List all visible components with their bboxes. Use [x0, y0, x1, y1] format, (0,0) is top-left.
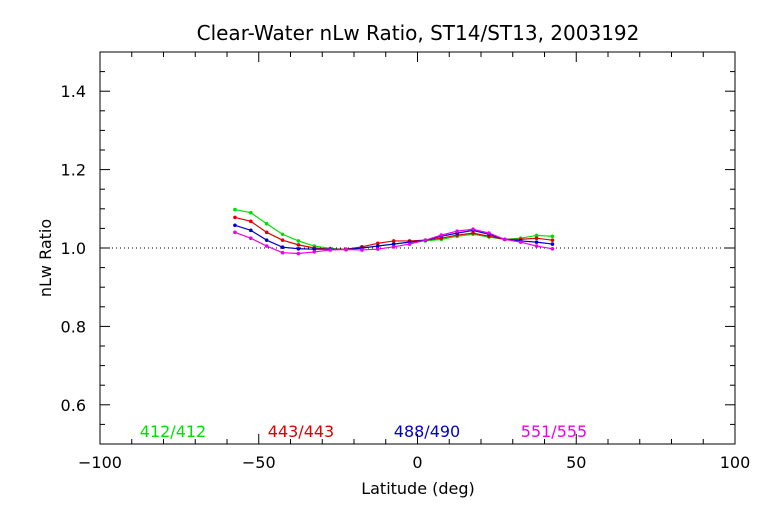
data-point — [391, 239, 396, 243]
data-point — [376, 241, 380, 246]
legend-entry: 551/555 — [521, 422, 587, 441]
y-tick-label: 0.6 — [61, 396, 86, 415]
y-tick-label: 0.8 — [61, 317, 86, 336]
data-point — [312, 250, 317, 254]
data-point — [391, 242, 396, 246]
data-point — [264, 244, 269, 248]
data-point — [296, 246, 301, 251]
data-point — [391, 245, 396, 249]
series-551-555 — [233, 227, 555, 256]
data-point — [233, 223, 237, 228]
x-axis-label: Latitude (deg) — [361, 479, 475, 498]
data-point — [376, 244, 380, 248]
x-tick-label: −100 — [78, 453, 122, 472]
data-point — [264, 238, 269, 242]
data-point — [264, 230, 269, 235]
x-tick-label: −50 — [242, 453, 276, 472]
data-point — [534, 236, 539, 240]
data-point — [360, 248, 364, 252]
y-tick-label: 1.0 — [61, 239, 86, 258]
data-point — [550, 238, 555, 242]
data-point — [534, 244, 539, 248]
axis-ticks: −100 −50 0 50 100 0.6 0.8 1.0 1.2 1.4 — [61, 51, 751, 472]
data-point — [439, 233, 444, 237]
data-point — [296, 251, 301, 256]
plot-frame — [99, 51, 736, 445]
x-tick-label: 100 — [720, 453, 751, 472]
data-point — [280, 245, 285, 250]
data-point — [233, 207, 237, 212]
legend-entry: 412/412 — [140, 422, 206, 441]
data-point — [296, 243, 301, 247]
legend-entry: 443/443 — [268, 422, 334, 441]
legend: 412/412 443/443 488/490 551/555 — [140, 422, 587, 441]
legend-entry: 488/490 — [394, 422, 460, 441]
data-point — [280, 238, 285, 242]
data-point — [249, 219, 253, 224]
data-point — [280, 232, 285, 237]
plot-border — [99, 51, 736, 445]
series-layer — [233, 207, 555, 256]
data-point — [312, 247, 317, 251]
data-point — [233, 215, 237, 220]
data-point — [264, 221, 269, 226]
data-point — [534, 233, 539, 238]
data-point — [407, 242, 412, 246]
data-point — [249, 236, 253, 240]
data-point — [550, 242, 555, 246]
data-point — [471, 227, 475, 231]
data-point — [487, 231, 491, 235]
data-point — [550, 246, 555, 251]
data-point — [233, 230, 237, 235]
data-point — [518, 240, 523, 244]
data-point — [376, 247, 380, 251]
y-axis-label: nLw Ratio — [36, 219, 55, 297]
data-point — [471, 231, 475, 235]
data-point — [249, 228, 253, 233]
x-tick-label: 50 — [566, 453, 586, 472]
data-point — [503, 237, 507, 242]
data-point — [344, 247, 348, 252]
data-point — [550, 234, 555, 239]
data-point — [534, 240, 539, 244]
chart-title: Clear-Water nLw Ratio, ST14/ST13, 200319… — [197, 21, 640, 45]
y-tick-label: 1.4 — [61, 82, 86, 101]
y-tick-label: 1.2 — [61, 161, 86, 180]
data-point — [328, 248, 332, 252]
data-point — [280, 250, 285, 255]
data-point — [296, 239, 301, 243]
data-point — [249, 210, 253, 215]
x-tick-label: 0 — [412, 453, 422, 472]
data-point — [423, 238, 428, 242]
data-point — [455, 229, 459, 233]
